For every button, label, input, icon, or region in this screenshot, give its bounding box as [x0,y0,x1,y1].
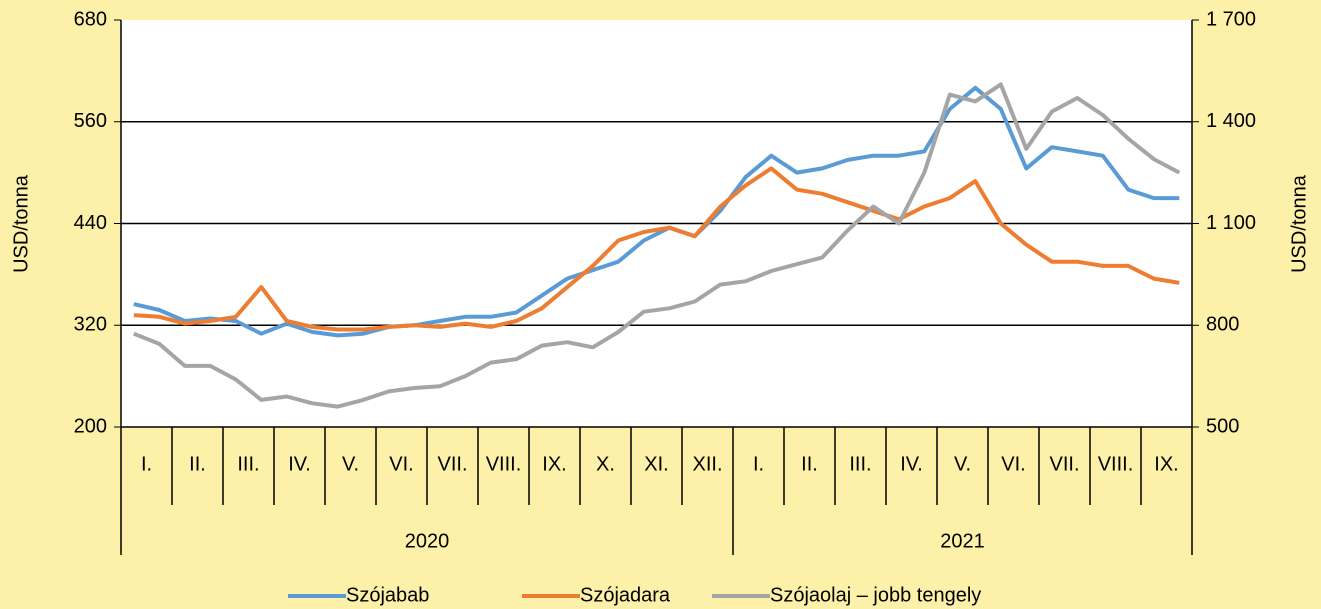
y2-tick-label: 1 400 [1206,110,1256,132]
x-tick-label: II. [189,453,206,475]
series-line [133,85,1180,338]
x-tick-label: V. [954,453,971,475]
x-tick-label: VI. [1001,453,1025,475]
x-tick-label: V. [342,453,359,475]
x-tick-label: VI. [389,453,413,475]
series-line [133,166,1180,332]
year-label: 2020 [405,530,450,552]
x-tick-label: X. [596,453,615,475]
x-tick-label: VII. [1049,453,1079,475]
legend-label: Szójaolaj – jobb tengely [770,584,981,606]
x-tick-label: III. [849,453,871,475]
x-tick-label: IV. [288,453,311,475]
x-tick-label: IV. [900,453,923,475]
y2-axis-label: USD/tonna [1288,174,1310,273]
legend-label: Szójadara [580,584,671,606]
x-tick-label: III. [237,453,259,475]
x-tick-label: XII. [692,453,722,475]
y2-tick-label: 1 100 [1206,212,1256,234]
y-tick-label: 680 [74,8,107,30]
x-tick-label: VIII. [1098,453,1134,475]
y2-tick-label: 800 [1206,314,1239,336]
legend-label: Szójabab [346,584,429,606]
x-tick-label: II. [801,453,818,475]
x-tick-label: I. [141,453,152,475]
x-tick-label: I. [753,453,764,475]
x-tick-label: IX. [542,453,566,475]
y-tick-label: 560 [74,110,107,132]
y-tick-label: 200 [74,415,107,437]
y-tick-label: 320 [74,314,107,336]
year-label: 2021 [940,530,985,552]
y2-tick-label: 500 [1206,415,1239,437]
y-tick-label: 440 [74,212,107,234]
series-line [133,82,1181,409]
x-tick-label: VIII. [486,453,522,475]
y-axis-label: USD/tonna [10,174,32,273]
x-tick-label: VII. [437,453,467,475]
x-tick-label: XI. [644,453,668,475]
x-tick-label: IX. [1154,453,1178,475]
y2-tick-label: 1 700 [1206,8,1256,30]
